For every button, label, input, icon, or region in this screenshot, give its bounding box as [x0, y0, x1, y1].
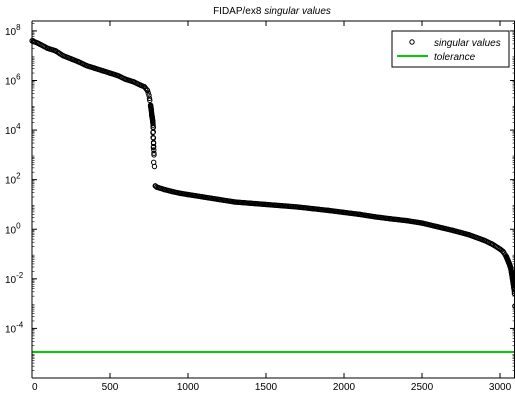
singular-value-point — [130, 79, 137, 85]
singular-value-point — [83, 62, 90, 69]
singular-value-point — [122, 76, 129, 82]
singular-value-point — [52, 48, 59, 54]
singular-value-point — [145, 90, 151, 96]
legend-box — [391, 30, 510, 68]
plot-area — [32, 21, 515, 378]
singular-value-point — [60, 53, 66, 59]
singular-value-point — [177, 190, 183, 197]
singular-value-point — [150, 134, 156, 141]
data-layer — [29, 38, 515, 353]
singular-value-point — [99, 67, 105, 74]
singular-value-point — [146, 92, 152, 99]
singular-value-point — [141, 83, 148, 90]
singular-value-point — [310, 205, 316, 212]
y-tick-label: 106 — [5, 73, 21, 88]
singular-value-point — [216, 196, 222, 203]
singular-value-point — [138, 82, 144, 89]
legend-marker-circle — [409, 39, 415, 45]
x-tick-label: 2500 — [411, 382, 434, 393]
singular-value-point — [278, 202, 285, 209]
singular-value-point — [150, 129, 156, 136]
x-tick-label: 1500 — [255, 382, 278, 393]
singular-value-point — [76, 59, 82, 65]
singular-value-point — [91, 65, 98, 71]
singular-value-point — [185, 191, 191, 198]
y-tick-label: 100 — [5, 221, 21, 236]
y-tick-label: 108 — [5, 23, 21, 38]
plot-background — [32, 21, 515, 378]
singular-value-point — [147, 97, 153, 104]
singular-value-point — [161, 186, 168, 193]
singular-value-point — [154, 184, 160, 190]
singular-value-point — [263, 201, 269, 208]
singular-value-point — [150, 144, 157, 151]
singular-value-point — [150, 124, 156, 130]
singular-value-point — [419, 220, 425, 226]
singular-value-point — [69, 56, 76, 63]
singular-value-point — [169, 188, 176, 195]
x-tick-label: 0 — [32, 382, 38, 393]
singular-value-point — [150, 122, 156, 128]
singular-value-point — [356, 211, 363, 218]
singular-value-point — [481, 237, 488, 244]
singular-value-point — [294, 204, 300, 210]
singular-value-point — [450, 227, 456, 234]
singular-value-point — [151, 147, 157, 153]
x-tick-label: 2000 — [333, 382, 356, 393]
singular-value-point — [489, 241, 495, 247]
singular-value-point — [325, 207, 332, 214]
singular-value-point — [403, 217, 410, 224]
legend-label: singular values — [434, 38, 501, 49]
singular-value-point — [150, 159, 157, 166]
singular-value-point — [115, 72, 121, 79]
y-tick-label: 10-4 — [5, 320, 24, 335]
singular-value-point — [35, 40, 41, 47]
singular-value-point — [434, 224, 441, 230]
singular-value-point — [372, 214, 378, 220]
x-tick-label: 3000 — [489, 382, 512, 393]
y-tick-label: 102 — [5, 172, 21, 187]
singular-value-point — [388, 216, 394, 222]
y-tick-label: 104 — [5, 122, 21, 137]
singular-value-point — [151, 150, 157, 156]
legend: singular values tolerance — [391, 30, 510, 68]
singular-value-point — [146, 95, 153, 102]
singular-value-point — [44, 45, 51, 51]
singular-value-point — [232, 199, 238, 205]
singular-value-point — [151, 152, 157, 158]
singular-value-point — [511, 285, 515, 291]
x-tick-label: 500 — [102, 382, 119, 393]
singular-value-point — [247, 200, 254, 206]
singular-value-point — [341, 209, 347, 216]
singular-value-point — [144, 87, 151, 94]
singular-value-point — [107, 70, 113, 76]
x-tick-label: 1000 — [177, 382, 200, 393]
singular-value-point — [466, 232, 472, 238]
singular-value-point — [500, 248, 506, 255]
chart-title: FIDAP/ex8 singular values — [213, 6, 331, 17]
legend-label: tolerance — [434, 52, 476, 63]
y-tick-label: 10-2 — [5, 271, 24, 286]
singular-value-point — [200, 194, 207, 200]
